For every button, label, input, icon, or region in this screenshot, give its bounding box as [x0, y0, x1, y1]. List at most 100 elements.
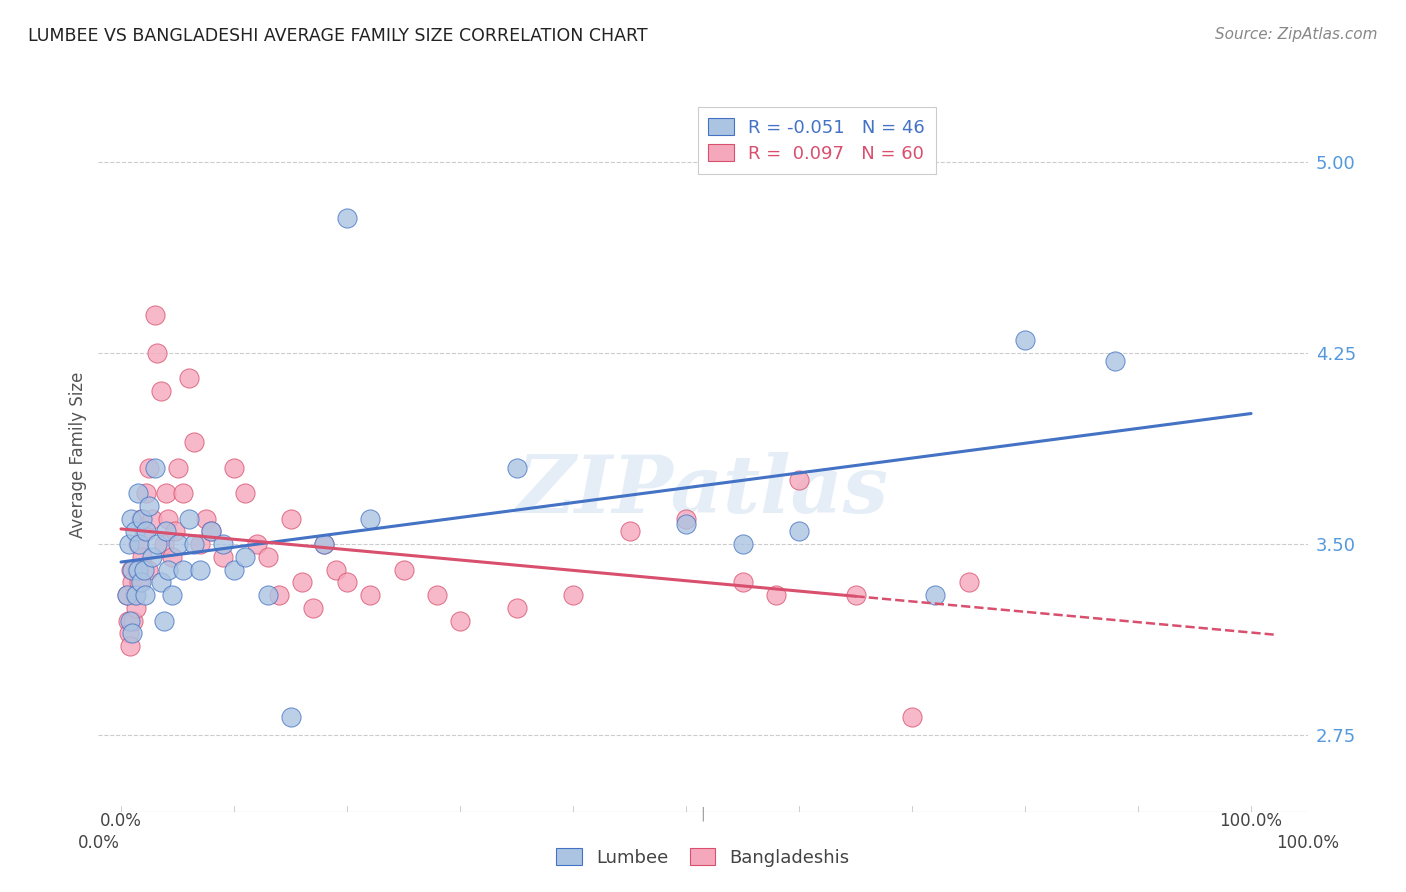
Point [188, 563, 211, 577]
Point [336, 575, 359, 590]
Point [118, 537, 141, 551]
Point [149, 575, 172, 590]
Point [127, 563, 149, 577]
Point [765, 588, 787, 602]
Point [115, 588, 138, 602]
Point [143, 460, 166, 475]
Text: 100.0%: 100.0% [1277, 834, 1339, 852]
Point [280, 710, 302, 724]
Point [165, 524, 187, 539]
Point [121, 575, 143, 590]
Point [675, 511, 697, 525]
Point [157, 563, 180, 577]
Point [131, 511, 153, 525]
Point [157, 511, 180, 525]
Point [141, 549, 163, 564]
Point [222, 563, 245, 577]
Point [120, 639, 142, 653]
Point [120, 614, 142, 628]
Point [200, 524, 222, 539]
Point [562, 588, 585, 602]
Point [302, 600, 325, 615]
Point [177, 511, 200, 525]
Point [146, 346, 169, 360]
Y-axis label: Average Family Size: Average Family Size [69, 372, 87, 538]
Point [336, 211, 359, 225]
Point [118, 626, 141, 640]
Text: 100.0%: 100.0% [1219, 812, 1282, 830]
Point [121, 626, 143, 640]
Point [127, 537, 149, 551]
Point [134, 588, 156, 602]
Point [160, 588, 183, 602]
Point [177, 371, 200, 385]
Point [146, 537, 169, 551]
Point [314, 537, 336, 551]
Point [120, 511, 142, 525]
Point [359, 588, 381, 602]
Text: 0.0%: 0.0% [100, 812, 142, 830]
Point [127, 486, 149, 500]
Point [153, 537, 176, 551]
Point [153, 614, 176, 628]
Point [172, 563, 194, 577]
Point [257, 549, 280, 564]
Point [183, 435, 205, 450]
Point [131, 511, 153, 525]
Point [200, 524, 222, 539]
Point [619, 524, 641, 539]
Point [132, 524, 155, 539]
Point [138, 499, 160, 513]
Point [172, 486, 194, 500]
Point [122, 614, 145, 628]
Point [131, 549, 153, 564]
Point [246, 537, 269, 551]
Point [222, 460, 245, 475]
Point [314, 537, 336, 551]
Point [155, 486, 177, 500]
Point [131, 575, 153, 590]
Point [731, 575, 754, 590]
Point [1104, 353, 1126, 368]
Point [188, 537, 211, 551]
Point [194, 511, 217, 525]
Text: ZIPatlаs: ZIPatlаs [517, 452, 889, 529]
Point [392, 563, 415, 577]
Point [138, 460, 160, 475]
Text: LUMBEE VS BANGLADESHI AVERAGE FAMILY SIZE CORRELATION CHART: LUMBEE VS BANGLADESHI AVERAGE FAMILY SIZ… [28, 27, 648, 45]
Point [449, 614, 471, 628]
Point [136, 563, 159, 577]
Point [901, 710, 924, 724]
Point [166, 537, 188, 551]
Point [124, 588, 146, 602]
Point [957, 575, 980, 590]
Point [166, 460, 188, 475]
Point [280, 511, 302, 525]
Point [124, 524, 146, 539]
Point [233, 486, 256, 500]
Point [125, 600, 148, 615]
Point [132, 563, 155, 577]
Point [143, 308, 166, 322]
Legend: Lumbee, Bangladeshis: Lumbee, Bangladeshis [548, 841, 858, 874]
Point [128, 537, 150, 551]
Point [233, 549, 256, 564]
Point [160, 549, 183, 564]
Point [325, 563, 347, 577]
Point [128, 575, 150, 590]
Point [117, 614, 139, 628]
Point [121, 563, 143, 577]
Point [135, 486, 157, 500]
Point [183, 537, 205, 551]
Point [505, 600, 527, 615]
Point [211, 549, 233, 564]
Point [135, 524, 157, 539]
Point [359, 511, 381, 525]
Point [149, 384, 172, 399]
Text: Source: ZipAtlas.com: Source: ZipAtlas.com [1215, 27, 1378, 42]
Point [924, 588, 946, 602]
Point [211, 537, 233, 551]
Point [141, 511, 163, 525]
Point [125, 563, 148, 577]
Point [675, 516, 697, 531]
